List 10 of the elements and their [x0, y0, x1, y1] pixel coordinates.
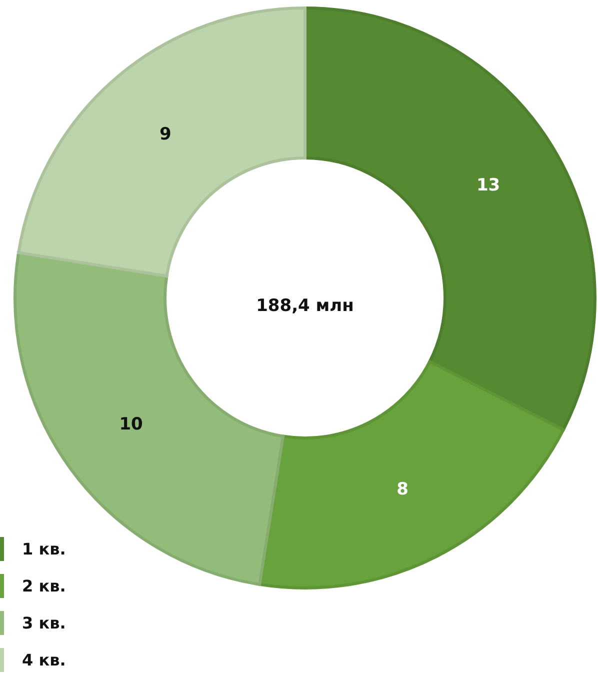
text: 188,4 млн [256, 296, 354, 316]
legend-label: 2 кв. [22, 576, 66, 596]
data-label: 10 [119, 414, 144, 434]
data-label: 13 [476, 176, 500, 196]
data-label: 8 [396, 480, 409, 500]
donut-slice [17, 6, 306, 278]
legend-label: 4 кв. [22, 650, 66, 670]
legend-label: 1 кв. [22, 540, 66, 558]
legend-label: 3 кв. [22, 614, 66, 632]
data-label: 9 [159, 124, 172, 145]
